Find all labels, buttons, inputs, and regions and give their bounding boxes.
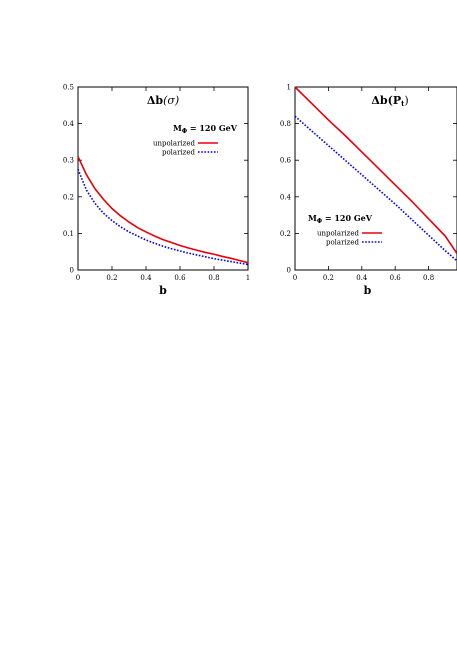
chart-panel-2: 0 0.2 0.4 0.6 0.8 1 0 0.2 0.4 0.6 0.8 b Δb(Pt) MΦ = 1… (280, 84, 457, 297)
y-tick-label: 0.6 (280, 157, 292, 165)
x-tick-label: 0.4 (140, 274, 152, 282)
y-tick-label: 0.2 (63, 193, 74, 201)
y-tick-label: 0.8 (280, 120, 291, 128)
plot-frame (294, 86, 457, 271)
plot-frame (77, 86, 249, 271)
y-tick-label: 0.2 (280, 230, 291, 238)
x-tick-label: 0 (293, 274, 297, 282)
legend-label-polarized: polarized (162, 149, 196, 157)
annotation-sub: Φ (317, 218, 322, 225)
chart-title: Δb(Pt) (371, 94, 408, 108)
x-axis-label: b (364, 284, 372, 297)
mass-annotation: MΦ = 120 GeV (308, 213, 373, 225)
chart-panel-1: 0 0.1 0.2 0.3 0.4 0.5 0 0.2 0.4 0.6 0.8 1 b Δb(σ) MΦ =… (63, 84, 250, 298)
chart-title-sub: t (401, 99, 405, 108)
chart-title-main: Δb (147, 94, 164, 107)
series-line-unpolarized (294, 86, 457, 254)
x-tick-label: 0.8 (423, 274, 434, 282)
legend-label-polarized: polarized (326, 239, 360, 247)
annotation-main: M (308, 213, 317, 223)
series-line-polarized (77, 169, 249, 266)
annotation-rest: = 120 GeV (187, 123, 238, 133)
series-line-unpolarized (77, 156, 249, 264)
x-tick-label: 0.6 (390, 274, 402, 282)
y-tick-label: 0 (70, 267, 74, 275)
chart-title-main: Δb (371, 94, 388, 107)
chart-title-arg: (σ) (163, 94, 179, 107)
annotation-sub: Φ (182, 128, 187, 135)
chart-title-close: ) (404, 94, 408, 107)
x-axis-label: b (159, 284, 167, 297)
y-tick-label: 1 (287, 84, 291, 92)
annotation-main: M (173, 123, 182, 133)
y-tick-label: 0.5 (63, 84, 74, 92)
x-tick-label: 0.2 (323, 274, 334, 282)
chart-title-arg: (P (388, 94, 401, 107)
x-tick-label: 0.4 (356, 274, 368, 282)
x-tick-label: 0.8 (208, 274, 219, 282)
mass-annotation: MΦ = 120 GeV (173, 123, 238, 135)
chart-title: Δb(σ) (147, 94, 179, 107)
x-tick-label: 0.6 (174, 274, 186, 282)
y-tick-label: 0.3 (63, 157, 74, 165)
legend-label-unpolarized: unpolarized (317, 230, 360, 238)
y-tick-label: 0.1 (63, 230, 74, 238)
y-tick-label: 0.4 (280, 193, 292, 201)
series-line-polarized (294, 115, 457, 262)
x-tick-label: 1 (246, 274, 250, 282)
x-tick-label: 0 (76, 274, 80, 282)
y-tick-label: 0 (287, 267, 291, 275)
legend-label-unpolarized: unpolarized (153, 140, 196, 148)
y-tick-label: 0.4 (63, 120, 75, 128)
x-tick-label: 0.2 (106, 274, 117, 282)
annotation-rest: = 120 GeV (322, 213, 373, 223)
